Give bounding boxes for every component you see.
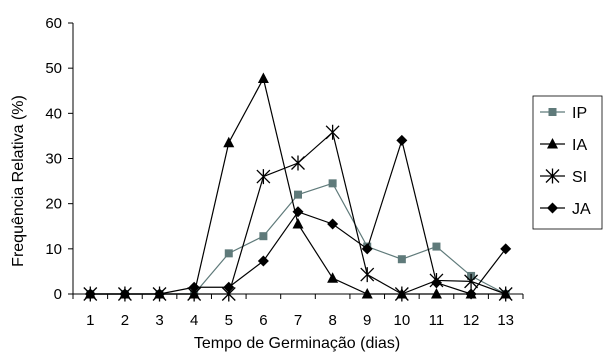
data-point-ip — [294, 190, 302, 199]
x-tick-label: 12 — [463, 312, 480, 329]
data-point-ja — [396, 134, 408, 146]
x-tick-label: 6 — [259, 312, 267, 329]
data-point-ja — [84, 288, 96, 300]
y-tick-label: 10 — [45, 241, 62, 258]
data-point-si — [498, 286, 513, 302]
data-point-ip — [224, 249, 233, 258]
x-tick-label: 11 — [429, 312, 445, 329]
data-point-ia — [257, 72, 269, 84]
data-point-ja — [327, 218, 339, 230]
legend-label-ia: IA — [572, 137, 587, 154]
legend-label-si: SI — [572, 169, 587, 186]
data-point-si — [256, 169, 271, 185]
y-tick-label: 50 — [45, 60, 62, 77]
series-ia — [84, 72, 512, 299]
data-point-si — [325, 124, 340, 140]
x-tick-label: 5 — [225, 312, 233, 329]
legend-label-ja: JA — [572, 201, 591, 218]
x-tick-label: 1 — [86, 312, 94, 329]
data-point-ia — [292, 217, 304, 229]
x-tick-label: 9 — [363, 312, 371, 329]
data-point-ja — [223, 281, 235, 293]
data-point-ip — [259, 232, 268, 241]
legend-marker-ja — [547, 202, 558, 214]
y-tick-label: 60 — [45, 15, 62, 32]
data-point-ia — [361, 288, 373, 299]
x-tick-label: 8 — [328, 312, 336, 329]
legend-marker-ip — [548, 108, 557, 116]
series-line-ia — [90, 76, 506, 295]
x-tick-label: 7 — [294, 312, 302, 329]
legend-box — [532, 95, 603, 230]
x-tick-label: 2 — [121, 312, 129, 329]
y-axis-title: Frequência Relativa (%) — [10, 95, 27, 267]
data-point-ja — [500, 243, 512, 255]
data-point-ip — [397, 255, 406, 264]
y-tick-label: 20 — [45, 196, 62, 213]
data-point-ia — [327, 272, 339, 283]
legend-label-ip: IP — [572, 105, 587, 122]
y-tick-label: 0 — [54, 286, 62, 303]
data-point-ip — [328, 179, 337, 188]
legend-marker-si — [545, 168, 560, 184]
data-point-si — [360, 267, 375, 283]
series-line-ip — [90, 182, 506, 295]
legend-marker-ia — [547, 138, 558, 149]
series-ja — [84, 134, 512, 300]
series-layer — [83, 72, 513, 302]
x-tick-label: 3 — [155, 312, 163, 329]
x-axis-title: Tempo de Germinação (dias) — [194, 335, 400, 352]
legend: IP IA SI JA — [532, 95, 603, 230]
data-point-ja — [119, 288, 131, 300]
x-tick-label: 13 — [497, 312, 514, 329]
data-point-si — [464, 273, 479, 289]
data-point-ja — [257, 255, 269, 267]
data-point-ia — [223, 136, 235, 148]
data-point-ja — [154, 288, 166, 300]
x-tick-label: 10 — [394, 312, 411, 329]
data-point-si — [291, 155, 305, 171]
data-point-ja — [465, 288, 477, 300]
data-point-ia — [430, 288, 442, 299]
y-tick-label: 40 — [45, 105, 62, 122]
data-point-si — [394, 286, 409, 302]
data-point-ja — [188, 281, 200, 293]
data-point-ja — [361, 243, 373, 255]
data-point-ja — [292, 206, 304, 218]
data-point-ip — [432, 242, 441, 251]
data-point-ja — [430, 277, 442, 289]
y-tick-label: 30 — [45, 151, 62, 168]
x-tick-label: 4 — [190, 312, 198, 329]
